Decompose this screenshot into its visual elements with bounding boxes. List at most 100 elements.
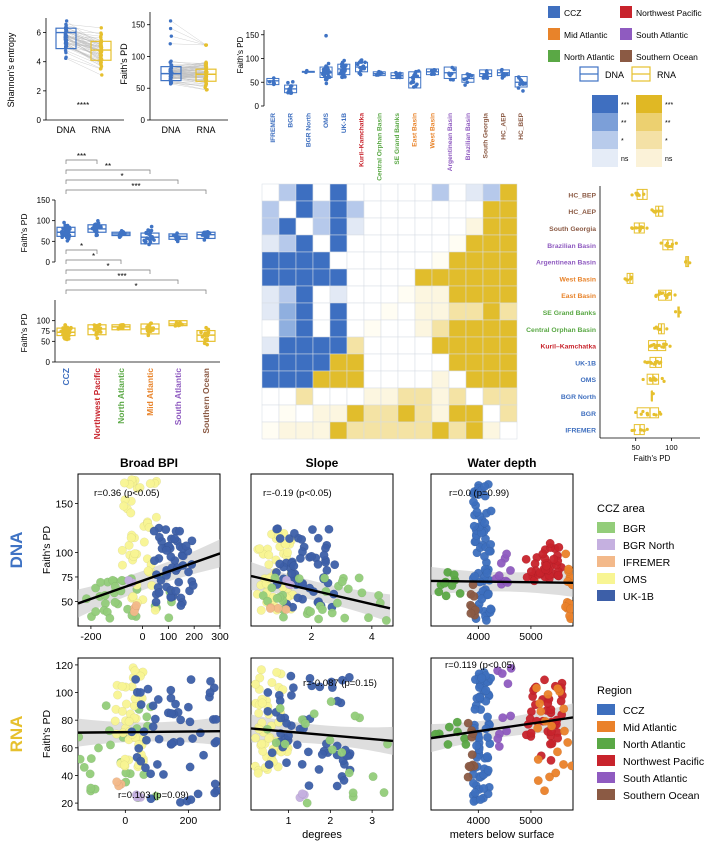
- heatmap-cell: [295, 370, 314, 389]
- heatmap-cell: [312, 285, 331, 304]
- site-point: [342, 71, 346, 75]
- data-point: [211, 714, 220, 724]
- heatmap-cell: [346, 421, 365, 440]
- panel-title: Slope: [306, 456, 339, 470]
- data-point: [289, 561, 299, 571]
- data-point: [199, 750, 209, 760]
- data-point: [146, 769, 156, 779]
- heatmap-cell: [346, 336, 365, 355]
- heatmap-cell: [397, 387, 416, 406]
- y-axis-label: Shannon's entropy: [6, 32, 16, 107]
- pair-line: [170, 63, 207, 66]
- heatmap-cell: [329, 200, 348, 219]
- x-tick-label: 4: [369, 631, 375, 643]
- heatmap-cell: [414, 404, 433, 423]
- rna-point: [204, 62, 208, 66]
- data-point: [151, 597, 161, 607]
- heatmap-cell: [380, 370, 399, 389]
- heatmap-cell: [346, 353, 365, 372]
- heatmap-cell: [448, 421, 467, 440]
- scatter-panel-rna_bpi: r=0.103 (p=0.09): [75, 657, 221, 813]
- category-label: North Atlantic: [116, 368, 126, 424]
- site-point: [659, 209, 664, 213]
- dna-point: [169, 59, 173, 63]
- region-box: [196, 329, 216, 342]
- site-label: HC_AEP: [568, 209, 596, 216]
- heatmap-cell: [312, 302, 331, 321]
- heatmap-cell: [465, 353, 484, 372]
- data-point: [533, 776, 543, 786]
- data-point: [381, 615, 391, 625]
- heatmap-cell: [397, 183, 416, 202]
- heatmap-cell: [329, 319, 348, 338]
- rna-point: [99, 46, 103, 51]
- pair-line: [170, 73, 207, 78]
- pair-line: [65, 29, 102, 52]
- data-point: [267, 678, 277, 688]
- site-point: [630, 226, 635, 230]
- data-point: [149, 526, 159, 536]
- data-point: [86, 783, 96, 793]
- pair-line: [170, 76, 207, 84]
- legend-swatch: [597, 704, 615, 715]
- heatmap-cell: [363, 200, 382, 219]
- heatmap-cell: [397, 251, 416, 270]
- heatmap-cell: [499, 319, 518, 338]
- heatmap-cell: [465, 421, 484, 440]
- legend-swatch: [597, 539, 615, 550]
- category-label: Mid Atlantic: [145, 368, 155, 416]
- x-tick-label: 3: [369, 815, 375, 827]
- pair-line: [65, 42, 102, 56]
- data-point: [171, 699, 181, 709]
- pair-line: [65, 58, 102, 76]
- plot-area: [251, 524, 391, 625]
- data-point: [343, 584, 353, 594]
- data-point: [272, 593, 282, 603]
- region-point: [206, 330, 211, 335]
- shannon-panel: 0 2 4 6: [37, 18, 124, 125]
- site-point: [649, 361, 654, 365]
- sig-bracket-label: *: [134, 282, 137, 291]
- x-tick-label: 200: [180, 815, 198, 827]
- site-point: [521, 82, 525, 86]
- heatmap-cell: [397, 370, 416, 389]
- heatmap-cell: [346, 319, 365, 338]
- heatmap-cell: [414, 183, 433, 202]
- heatmap-cell: [465, 302, 484, 321]
- data-point: [124, 717, 134, 727]
- data-point: [553, 683, 563, 693]
- data-point: [463, 718, 473, 728]
- site-label: HC_BEP: [568, 192, 596, 199]
- correlation-annotation: r=0.103 (p=0.09): [118, 790, 189, 801]
- data-point: [154, 588, 164, 598]
- heatmap-cell: [363, 217, 382, 236]
- y-tick-label: 50: [41, 237, 50, 246]
- data-point: [148, 722, 158, 732]
- heatmap-cell: [346, 268, 365, 287]
- data-point: [152, 759, 162, 769]
- site-label: OMS: [581, 377, 597, 384]
- heatmap-cell: [448, 251, 467, 270]
- data-point: [477, 594, 487, 604]
- legend-swatch: [548, 50, 560, 62]
- legend-label: CCZ: [564, 8, 581, 18]
- scatter-panel-rna_depth: r=0.119 (p<0.05): [430, 657, 574, 813]
- heatmap-cell: [380, 251, 399, 270]
- data-point: [320, 573, 330, 583]
- dna-sig-swatch: [592, 113, 618, 131]
- plot-area: [78, 475, 220, 623]
- region-point: [66, 337, 71, 341]
- heatmap-cell: [448, 370, 467, 389]
- data-point: [463, 772, 473, 782]
- heatmap-cell: [278, 319, 297, 338]
- heatmap-cell: [431, 217, 450, 236]
- box: [90, 40, 112, 61]
- data-point: [85, 769, 95, 779]
- site-point: [664, 243, 668, 247]
- sig-bracket: [65, 279, 179, 284]
- heatmap-cell: [278, 302, 297, 321]
- site-point: [652, 326, 657, 330]
- legend-label: CCZ: [623, 705, 645, 717]
- data-point: [264, 560, 274, 570]
- rna-point: [99, 26, 103, 30]
